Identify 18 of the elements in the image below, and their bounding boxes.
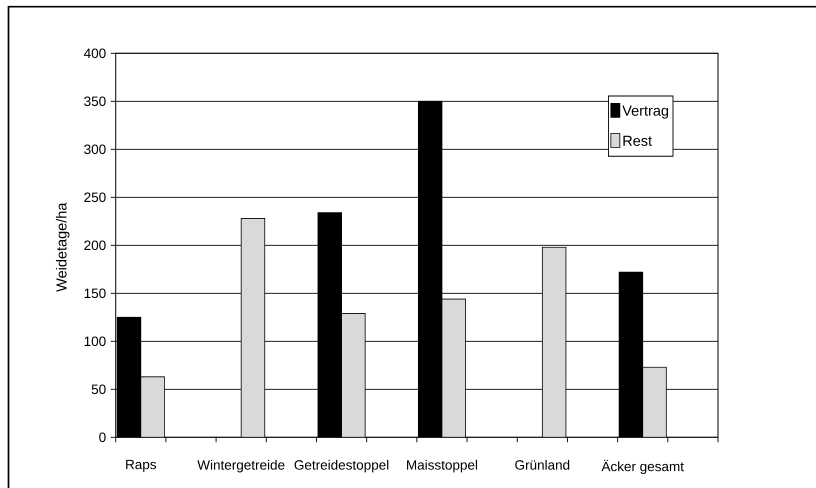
y-tick-label: 150 <box>84 288 106 298</box>
x-tick-label: Maisstoppel <box>407 460 478 472</box>
y-tick-label: 400 <box>84 48 106 58</box>
x-tick-label: Wintergetreide <box>197 460 284 472</box>
x-tick-label: Raps <box>126 460 156 472</box>
legend-label: Vertrag <box>622 106 668 119</box>
y-tick-label: 100 <box>84 336 106 346</box>
y-tick-label: 200 <box>84 240 106 250</box>
y-tick-label: 50 <box>92 384 106 394</box>
y-tick-label: 250 <box>84 192 106 202</box>
y-tick-label: 0 <box>99 432 106 442</box>
y-axis-title: Weidetage/ha <box>56 202 70 292</box>
y-tick-label: 300 <box>84 144 106 154</box>
x-tick-label: Äcker gesamt <box>601 460 684 474</box>
legend-label: Rest <box>623 136 652 146</box>
x-tick-label: Getreidestoppel <box>294 460 388 472</box>
x-tick-label: Grünland <box>515 460 570 470</box>
y-tick-label: 350 <box>84 96 106 106</box>
